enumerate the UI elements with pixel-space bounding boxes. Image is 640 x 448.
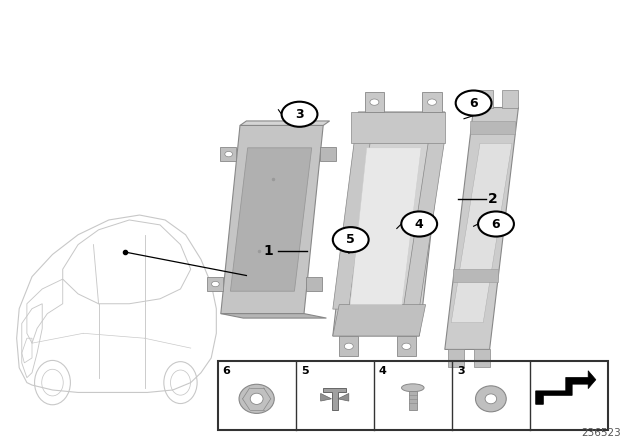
Text: 236523: 236523 [581,428,621,438]
Polygon shape [403,139,445,309]
Circle shape [428,99,436,105]
Polygon shape [397,336,416,356]
Text: 5: 5 [346,233,355,246]
Polygon shape [448,349,464,367]
Ellipse shape [476,386,506,412]
Text: 1: 1 [264,244,273,258]
Circle shape [456,90,492,116]
Circle shape [370,99,379,105]
Text: 3: 3 [457,366,465,376]
Polygon shape [220,147,236,161]
Polygon shape [336,240,362,249]
Polygon shape [307,277,323,291]
Circle shape [401,211,437,237]
Polygon shape [221,314,326,318]
Circle shape [478,211,514,237]
Bar [218,361,608,430]
Text: 3: 3 [295,108,304,121]
Text: 6: 6 [469,96,478,110]
Polygon shape [477,90,493,108]
Ellipse shape [239,384,275,414]
Polygon shape [502,90,518,108]
Text: 5: 5 [301,366,308,376]
Polygon shape [333,139,371,309]
Polygon shape [319,147,335,161]
Polygon shape [323,388,346,410]
Circle shape [333,227,369,252]
Polygon shape [333,305,426,336]
Text: 2: 2 [488,192,498,207]
Ellipse shape [250,393,263,405]
Polygon shape [453,269,497,282]
Polygon shape [333,112,445,336]
Text: 4: 4 [415,217,424,231]
Polygon shape [207,277,223,291]
Bar [409,392,417,410]
Text: 6: 6 [492,217,500,231]
Polygon shape [451,143,512,323]
Polygon shape [470,121,515,134]
Text: 6: 6 [223,366,230,376]
Polygon shape [321,393,332,401]
Polygon shape [338,393,349,401]
Circle shape [344,343,353,349]
Polygon shape [365,92,384,112]
Text: 4: 4 [379,366,387,376]
Polygon shape [422,92,442,112]
Ellipse shape [485,394,497,404]
Circle shape [212,281,220,287]
Polygon shape [474,349,490,367]
Polygon shape [339,336,358,356]
Polygon shape [351,112,445,143]
Polygon shape [536,371,596,404]
Ellipse shape [401,384,424,392]
Polygon shape [230,148,312,291]
Polygon shape [350,148,421,305]
Polygon shape [445,108,518,349]
Circle shape [225,151,232,157]
Circle shape [282,102,317,127]
Polygon shape [240,121,330,125]
Polygon shape [221,125,323,314]
Circle shape [402,343,411,349]
